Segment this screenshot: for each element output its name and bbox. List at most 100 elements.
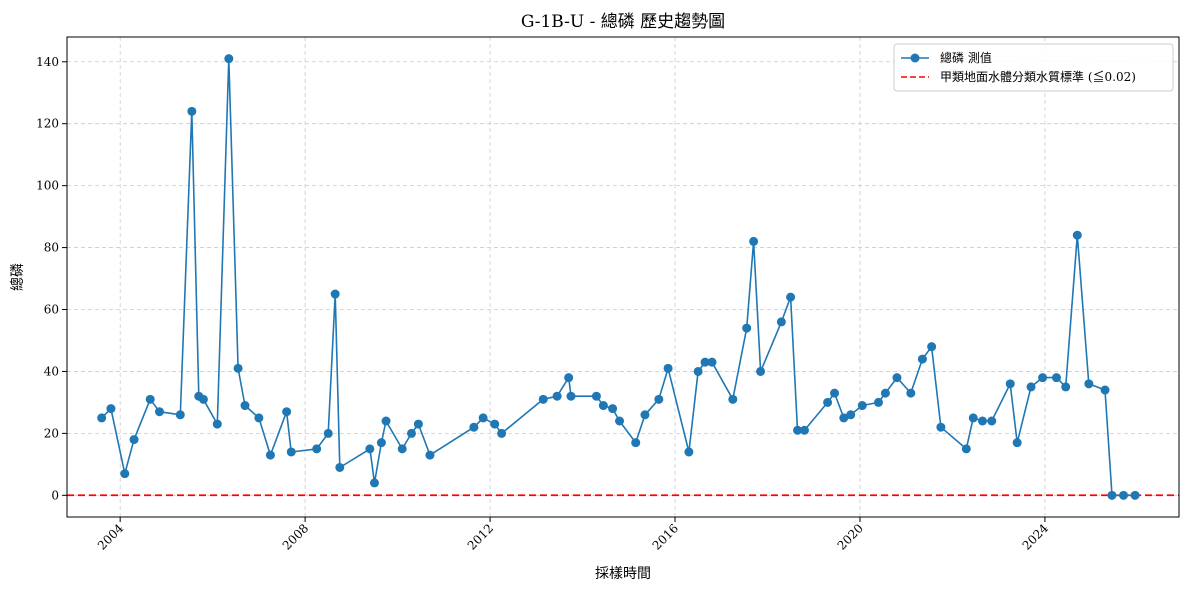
data-point xyxy=(591,391,601,401)
y-tick-label: 0 xyxy=(51,488,59,502)
data-point xyxy=(1072,230,1082,240)
data-point xyxy=(823,397,833,407)
data-point xyxy=(312,444,322,454)
y-tick-label: 20 xyxy=(44,426,59,440)
x-tick-label: 2008 xyxy=(280,521,311,552)
data-point xyxy=(233,363,243,373)
series-layer xyxy=(97,54,1140,500)
data-point xyxy=(1012,438,1022,448)
data-point xyxy=(406,428,416,438)
data-point xyxy=(892,373,902,383)
data-point xyxy=(254,413,264,423)
data-point xyxy=(497,428,507,438)
data-point xyxy=(478,413,488,423)
data-point xyxy=(598,401,608,411)
data-point xyxy=(1119,490,1129,500)
data-point xyxy=(873,397,883,407)
x-tick-label: 2012 xyxy=(465,521,496,552)
y-tick-label: 80 xyxy=(44,241,59,255)
legend: 總磷 測值 甲類地面水體分類水質標準 (≦0.02) xyxy=(893,43,1174,92)
data-point xyxy=(707,357,717,367)
series-line xyxy=(101,57,1136,497)
data-point xyxy=(240,401,250,411)
data-point xyxy=(968,413,978,423)
data-point xyxy=(286,447,296,457)
data-point xyxy=(335,462,345,472)
data-point xyxy=(1130,490,1140,500)
y-tick-label: 60 xyxy=(44,303,59,317)
data-point xyxy=(756,366,766,376)
data-point xyxy=(566,391,576,401)
data-point xyxy=(608,404,618,414)
data-point xyxy=(936,422,946,432)
data-point xyxy=(640,410,650,420)
data-point xyxy=(187,106,197,116)
data-point xyxy=(906,388,916,398)
data-point xyxy=(564,373,574,383)
data-point xyxy=(857,401,867,411)
data-point xyxy=(987,416,997,426)
data-point xyxy=(198,394,208,404)
data-point xyxy=(1100,385,1110,395)
data-point xyxy=(106,404,116,414)
data-point xyxy=(265,450,275,460)
data-point xyxy=(631,438,641,448)
data-point xyxy=(365,444,375,454)
x-tick-label: 2020 xyxy=(835,521,866,552)
data-point xyxy=(961,444,971,454)
x-axis-ticks: 2004 2008 2012 2016 2020 2024 xyxy=(95,517,1051,553)
y-axis-ticks: 0 20 40 60 80 100 120 140 xyxy=(36,55,67,502)
legend-series-label: 總磷 測值 xyxy=(940,50,992,65)
data-point xyxy=(212,419,222,429)
y-tick-label: 100 xyxy=(36,179,59,193)
data-point xyxy=(145,394,155,404)
data-point xyxy=(1061,382,1071,392)
data-point xyxy=(376,438,386,448)
legend-box xyxy=(893,43,1174,92)
data-point xyxy=(654,394,664,404)
data-point xyxy=(927,342,937,352)
data-point xyxy=(728,394,738,404)
plot-frame xyxy=(66,36,1180,518)
x-tick-label: 2024 xyxy=(1020,521,1052,553)
data-point xyxy=(381,416,391,426)
data-point xyxy=(977,416,987,426)
data-point xyxy=(1107,490,1117,500)
data-point xyxy=(799,425,809,435)
data-point xyxy=(684,447,694,457)
data-point xyxy=(776,317,786,327)
data-point xyxy=(413,419,423,429)
data-point xyxy=(793,425,803,435)
grid-layer xyxy=(67,37,1179,517)
data-point xyxy=(786,292,796,302)
data-point xyxy=(175,410,185,420)
data-point xyxy=(129,435,139,445)
data-point xyxy=(917,354,927,364)
data-point xyxy=(615,416,625,426)
data-point xyxy=(154,407,164,417)
data-point xyxy=(1005,379,1015,389)
data-point xyxy=(369,478,379,488)
data-point xyxy=(323,428,333,438)
data-point xyxy=(552,391,562,401)
data-point xyxy=(1051,373,1061,383)
data-point xyxy=(880,388,890,398)
data-point xyxy=(1038,373,1048,383)
data-point xyxy=(663,363,673,373)
data-point xyxy=(830,388,840,398)
data-point xyxy=(700,357,710,367)
data-point xyxy=(742,323,752,333)
data-point xyxy=(330,289,340,299)
data-point xyxy=(490,419,500,429)
data-point xyxy=(282,407,292,417)
data-point xyxy=(693,366,703,376)
y-tick-label: 120 xyxy=(36,117,59,131)
data-point xyxy=(1026,382,1036,392)
legend-reference-label: 甲類地面水體分類水質標準 (≦0.02) xyxy=(940,69,1136,84)
x-tick-label: 2004 xyxy=(95,521,127,553)
data-point xyxy=(469,422,479,432)
data-point xyxy=(120,469,130,479)
data-point xyxy=(538,394,548,404)
data-point xyxy=(397,444,407,454)
